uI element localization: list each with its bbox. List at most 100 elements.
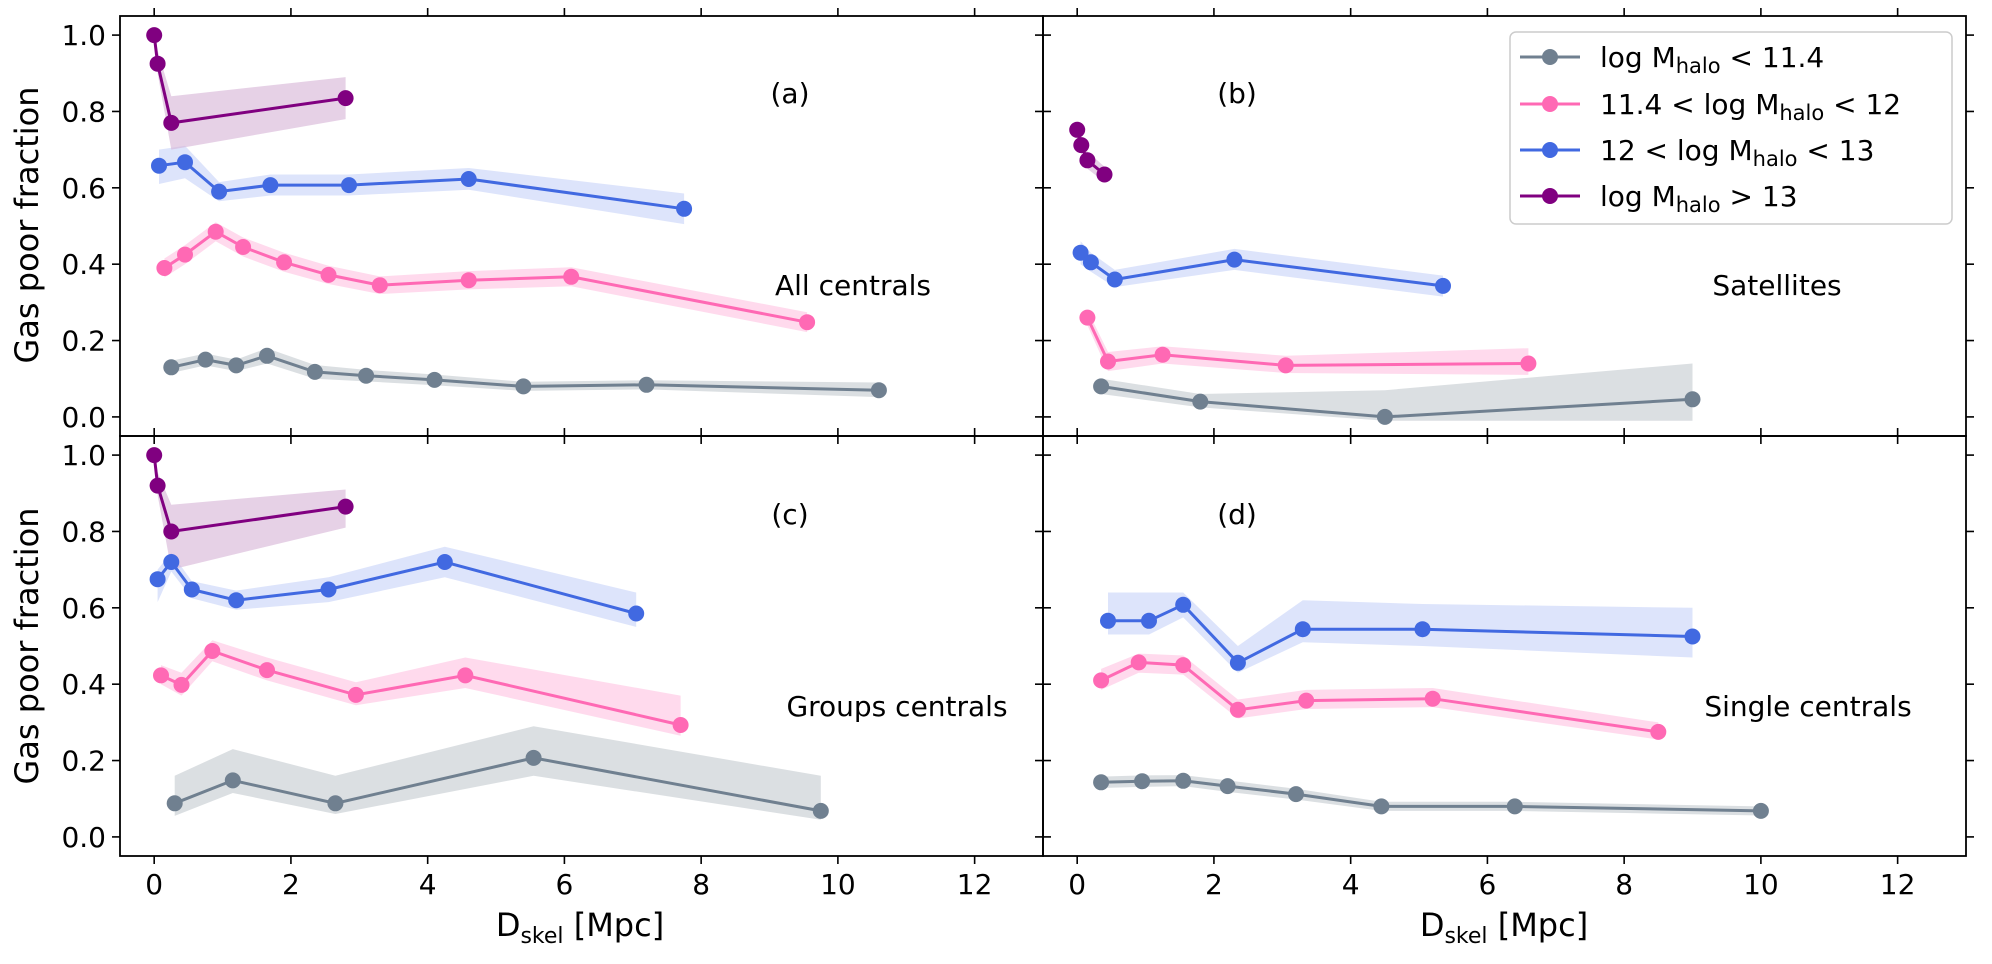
panel-c: 0.0 0.2 0.4 0.6 0.8 1.0 0 2 4 6 8 10 12 (c) Groups cen…	[61, 428, 1051, 901]
point-d-1-3	[1229, 701, 1246, 718]
xtick-label-c: 2	[282, 868, 300, 901]
point-c-0-4	[812, 802, 829, 819]
band-a-1	[164, 222, 808, 333]
xtick-label-c: 8	[692, 868, 710, 901]
point-a-1-6	[371, 277, 388, 294]
legend: log Mhalo < 11.4 11.4 < log Mhalo < 12 1…	[1509, 31, 1953, 225]
ytick-label-c: 0.6	[61, 592, 106, 625]
ytick-label-a: 0.4	[61, 248, 106, 281]
point-a-1-8	[563, 268, 580, 285]
series-line-a-3	[152, 34, 346, 125]
point-b-0-3	[1684, 391, 1701, 408]
point-c-2-3	[228, 592, 245, 609]
point-b-3-2	[1079, 152, 1096, 169]
point-c-1-4	[347, 686, 364, 703]
band-c-3	[154, 455, 346, 570]
y-axis-title-bottom: Gas poor fraction	[8, 508, 46, 785]
point-d-0-4	[1288, 786, 1304, 803]
point-d-0-7	[1752, 802, 1769, 819]
series-line-c-3	[152, 454, 346, 534]
point-d-0-1	[1134, 773, 1151, 790]
svg-text:12 < log Mhalo < 13: 12 < log Mhalo < 13	[1600, 134, 1874, 171]
point-d-0-3	[1219, 778, 1236, 795]
point-d-2-5	[1414, 621, 1431, 638]
ytick-label-c: 0.2	[61, 745, 106, 778]
point-a-2-2	[211, 183, 228, 200]
point-b-2-0	[1072, 244, 1089, 261]
point-b-1-1	[1100, 353, 1116, 370]
xtick-label-c: 4	[419, 868, 437, 901]
point-c-0-0	[166, 795, 183, 812]
point-d-1-6	[1650, 723, 1667, 740]
point-b-2-4	[1435, 277, 1451, 294]
ytick-label-a: 0.2	[61, 325, 106, 358]
point-b-1-3	[1277, 357, 1294, 374]
xtick-label-c: 6	[555, 868, 573, 901]
point-d-2-4	[1294, 621, 1311, 638]
series-line-b-0	[1100, 384, 1693, 419]
point-a-0-3	[259, 347, 275, 364]
point-b-2-2	[1106, 271, 1123, 288]
ytick-label-a: 0.8	[61, 95, 106, 128]
point-a-0-5	[358, 367, 375, 384]
ytick-label-a: 0.6	[61, 172, 106, 205]
point-b-3-1	[1073, 137, 1090, 154]
band-c-1	[161, 640, 681, 736]
panel-annotation-b: Satellites	[1712, 269, 1841, 302]
point-b-1-2	[1154, 346, 1171, 363]
point-a-0-6	[426, 371, 443, 388]
point-b-0-0	[1093, 378, 1110, 395]
panel-annotation-c: Groups centrals	[786, 690, 1007, 723]
point-d-0-2	[1175, 772, 1192, 789]
point-a-0-8	[638, 376, 655, 393]
point-d-0-5	[1373, 798, 1390, 815]
point-d-1-5	[1424, 690, 1441, 707]
point-a-0-1	[197, 351, 214, 368]
point-a-1-3	[235, 239, 252, 255]
point-b-0-1	[1192, 393, 1209, 410]
point-b-3-0	[1069, 121, 1086, 138]
panel-a: 0.0 0.2 0.4 0.6 0.8 1.0 (a) All centrals	[61, 8, 1051, 444]
point-b-0-2	[1376, 408, 1393, 425]
x-axis-title-left: Dskel [Mpc]	[496, 906, 664, 949]
legend-frame	[1509, 31, 1953, 225]
point-a-1-2	[207, 223, 224, 240]
xtick-label-d: 2	[1205, 868, 1223, 901]
point-c-3-3	[337, 498, 354, 515]
point-d-1-4	[1298, 692, 1315, 709]
point-c-2-5	[436, 554, 453, 570]
xtick-label-d: 4	[1342, 868, 1360, 901]
band-c-0	[174, 726, 821, 820]
point-a-1-4	[276, 254, 293, 271]
point-d-0-0	[1093, 774, 1110, 791]
point-c-3-0	[146, 447, 163, 464]
point-a-3-1	[149, 55, 166, 72]
ytick-label-c: 0.0	[61, 821, 106, 854]
point-a-0-0	[163, 359, 180, 376]
panel-annotation-d: Single centrals	[1704, 690, 1911, 723]
point-c-1-3	[259, 662, 275, 679]
point-c-3-1	[149, 477, 166, 494]
point-a-1-0	[156, 260, 173, 276]
point-a-2-5	[460, 171, 477, 187]
ytick-label-c: 0.8	[61, 515, 106, 548]
xtick-label-d: 0	[1068, 868, 1086, 901]
svg-text:11.4 < log Mhalo < 12: 11.4 < log Mhalo < 12	[1600, 88, 1901, 125]
legend-entry-0: log Mhalo < 11.4	[1520, 41, 1824, 78]
point-d-2-1	[1141, 612, 1157, 629]
xtick-label-c: 10	[820, 868, 856, 901]
legend-entry-1: 11.4 < log Mhalo < 12	[1520, 88, 1901, 125]
point-a-0-2	[228, 357, 245, 374]
panel-d: 0 2 4 6 8 10 12 (d) Single centrals	[1035, 428, 1974, 901]
point-a-1-7	[460, 272, 477, 289]
point-d-1-0	[1093, 672, 1110, 689]
point-a-2-4	[341, 177, 357, 194]
point-c-1-1	[173, 676, 190, 693]
point-c-2-6	[628, 605, 645, 622]
point-c-0-2	[327, 795, 344, 812]
series-line-a-0	[170, 354, 879, 392]
point-d-2-3	[1229, 654, 1246, 671]
point-d-2-6	[1684, 628, 1701, 645]
point-b-3-3	[1096, 166, 1113, 183]
